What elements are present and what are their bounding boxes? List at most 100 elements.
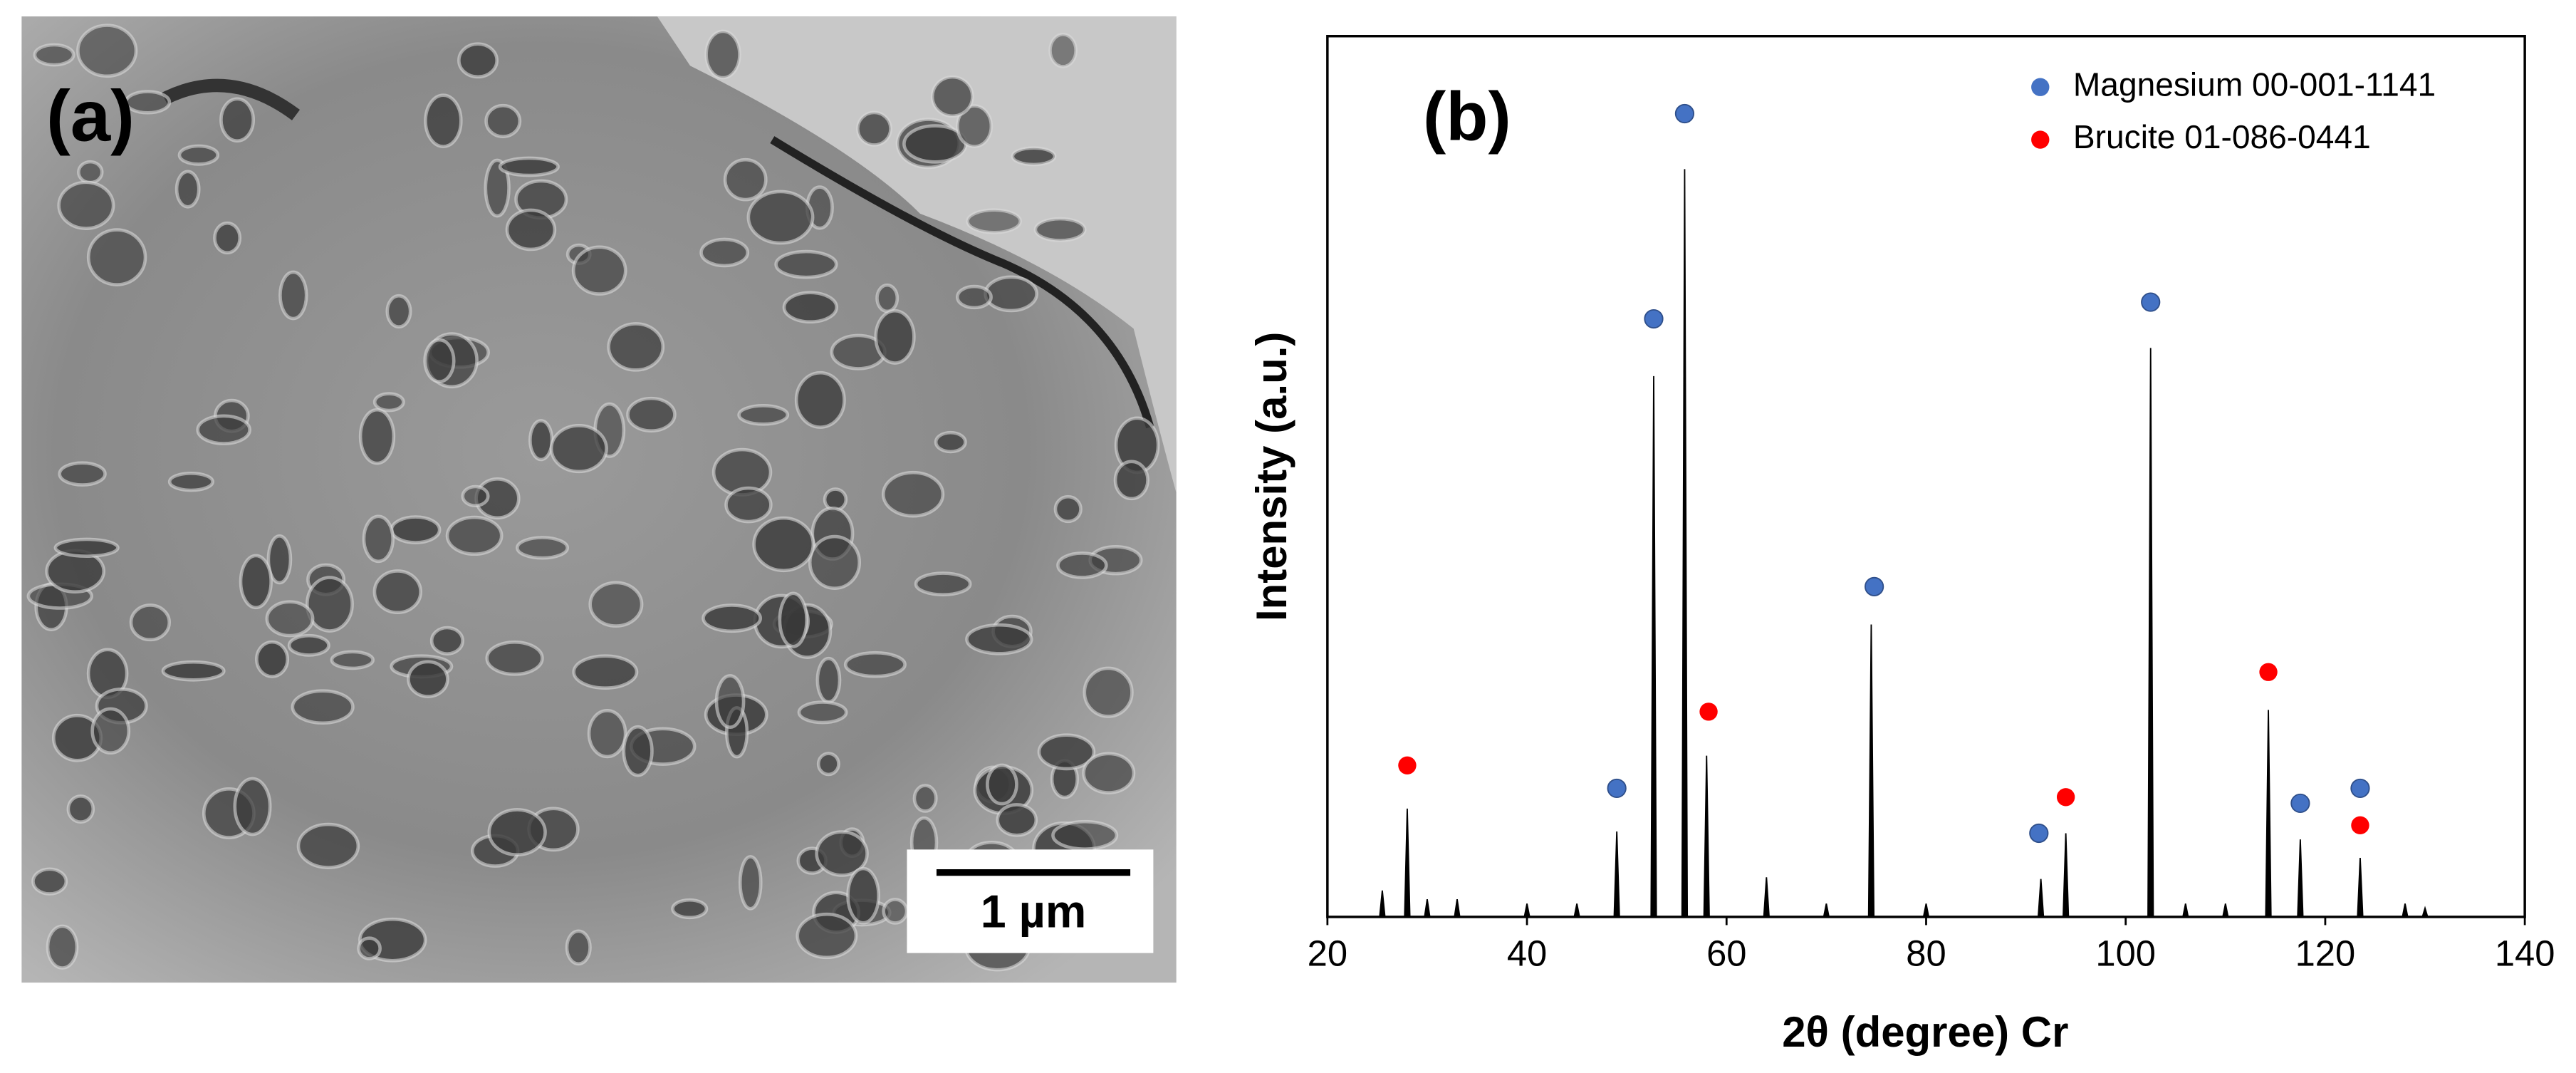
scale-bar-box	[907, 849, 1154, 953]
sem-pore	[874, 309, 916, 365]
sem-pore	[77, 160, 104, 185]
peak	[2062, 833, 2070, 918]
phase-marker	[2259, 663, 2278, 681]
sem-pore	[1037, 733, 1096, 771]
sem-pore	[265, 600, 315, 638]
sem-pore	[485, 640, 544, 676]
phase-marker	[1674, 103, 1695, 124]
sem-pore	[843, 650, 907, 678]
sem-pore	[984, 275, 1038, 313]
legend-marker	[2031, 130, 2050, 149]
sem-pore	[287, 633, 330, 657]
sem-pore	[622, 725, 654, 777]
sem-pore	[129, 603, 172, 642]
sem-pore	[484, 158, 511, 218]
sem-pore	[296, 822, 360, 869]
peak	[2297, 839, 2304, 918]
sem-pore	[124, 90, 172, 115]
sem-pore	[76, 24, 138, 78]
peak	[1454, 899, 1461, 918]
peak	[1379, 890, 1386, 918]
plot-frame	[1326, 35, 2526, 918]
sem-pore	[66, 794, 95, 824]
sem-pore	[167, 471, 214, 492]
sem-pore	[53, 537, 120, 558]
peak	[1404, 808, 1411, 918]
sem-pore	[856, 110, 892, 147]
sem-pore	[233, 777, 272, 836]
legend-marker	[2031, 78, 2050, 96]
sem-pore	[358, 408, 396, 465]
sem-region	[657, 16, 1177, 493]
sem-pore	[505, 208, 557, 252]
sem-pore	[429, 626, 464, 655]
sem-pore	[1011, 146, 1057, 167]
sem-pore	[808, 534, 862, 590]
sem-pore	[196, 414, 251, 445]
sem-pore	[565, 929, 592, 966]
sem-pore	[305, 576, 354, 633]
sem-pore	[255, 640, 290, 678]
sem-pore	[699, 237, 750, 268]
sem-pore	[737, 403, 790, 426]
peak	[1613, 831, 1620, 918]
sem-pore	[881, 470, 945, 518]
sem-pore	[484, 103, 522, 139]
sem-pore	[723, 157, 768, 202]
sem-pore	[330, 650, 375, 670]
x-tick-label: 20	[1308, 933, 1347, 974]
peak	[1867, 624, 1875, 918]
peak	[2421, 906, 2429, 918]
phase-marker	[1398, 756, 1417, 774]
sem-pore	[385, 294, 412, 329]
xrd-chart: (b) 2θ (degree) Cr Intensity (a.u.) 20 40…	[1248, 35, 2555, 1056]
legend-label: Magnesium 00-001-1141	[2073, 66, 2436, 103]
sem-crack	[161, 78, 301, 120]
sem-pore	[702, 603, 763, 633]
x-tick-label: 100	[2095, 933, 2156, 974]
peak	[1703, 755, 1710, 918]
sem-pore	[875, 283, 899, 313]
peak	[2357, 858, 2364, 918]
sem-pore	[1056, 551, 1108, 579]
sem-pore	[965, 623, 1033, 655]
peak	[1523, 903, 1531, 918]
phase-marker	[2350, 778, 2370, 799]
sem-pore	[549, 424, 608, 474]
sem-pore	[815, 656, 842, 704]
sem-pore	[487, 808, 547, 857]
peak	[2265, 710, 2272, 918]
peak	[1823, 903, 1830, 918]
sem-pore	[1082, 752, 1136, 794]
sem-pore	[796, 912, 858, 960]
sem-pore	[528, 419, 554, 462]
sem-pore	[774, 249, 838, 279]
sem-pore	[912, 784, 938, 813]
sem-image: (a) 1 µm	[21, 16, 1177, 983]
sem-pore	[445, 515, 504, 556]
sem-pore	[956, 284, 993, 310]
sem-pore	[794, 370, 846, 429]
sem-pore	[57, 180, 115, 230]
sem-pore	[816, 752, 840, 777]
sem-pore	[1051, 819, 1119, 851]
sem-pore	[797, 700, 848, 725]
sem-pore	[174, 170, 201, 209]
sem-pore	[815, 830, 869, 877]
sem-pore	[278, 270, 308, 321]
sem-pore	[86, 228, 147, 286]
scale-bar-label: 1 µm	[981, 886, 1086, 938]
sem-pore	[966, 208, 1022, 234]
sem-pore	[31, 867, 68, 896]
sem-pore	[846, 866, 880, 925]
sem-pore	[46, 924, 79, 970]
panel-label: (a)	[46, 75, 135, 156]
sem-pore	[407, 660, 449, 698]
sem-pore	[934, 430, 967, 454]
panel-label: (b)	[1423, 77, 1511, 155]
sem-pore	[738, 855, 763, 911]
peak	[1763, 877, 1770, 918]
sem-pore	[1083, 666, 1134, 718]
sem-pore	[457, 42, 499, 79]
